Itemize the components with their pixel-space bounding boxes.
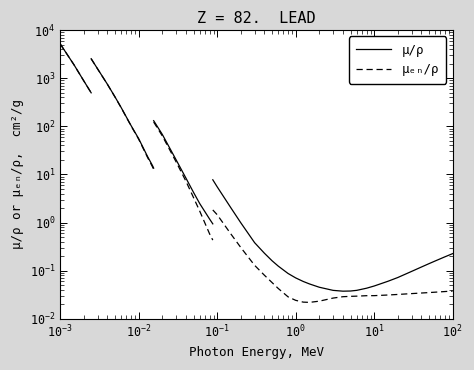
- μₑₙ/ρ: [88, 57, 94, 61]
- μ/ρ: [88, 57, 94, 61]
- μₑₙ/ρ: [293, 298, 299, 303]
- μ/ρ: [426, 262, 432, 266]
- Line: μₑₙ/ρ: μₑₙ/ρ: [60, 44, 453, 302]
- Y-axis label: μ/ρ or μₑₙ/ρ,  cm²/g: μ/ρ or μₑₙ/ρ, cm²/g: [11, 100, 24, 249]
- μ/ρ: [57, 41, 63, 46]
- Title: Z = 82.  LEAD: Z = 82. LEAD: [197, 11, 316, 26]
- μₑₙ/ρ: [183, 179, 189, 184]
- μₑₙ/ρ: [450, 289, 456, 293]
- μ/ρ: [183, 176, 189, 180]
- μ/ρ: [275, 264, 281, 268]
- μ/ρ: [293, 276, 299, 280]
- μₑₙ/ρ: [210, 208, 216, 212]
- Line: μ/ρ: μ/ρ: [60, 44, 453, 291]
- μ/ρ: [210, 178, 216, 182]
- Legend: μ/ρ, μₑₙ/ρ: μ/ρ, μₑₙ/ρ: [349, 36, 447, 84]
- μₑₙ/ρ: [275, 286, 281, 291]
- μ/ρ: [450, 251, 456, 256]
- μₑₙ/ρ: [57, 41, 63, 46]
- μₑₙ/ρ: [426, 290, 432, 295]
- X-axis label: Photon Energy, MeV: Photon Energy, MeV: [189, 346, 324, 359]
